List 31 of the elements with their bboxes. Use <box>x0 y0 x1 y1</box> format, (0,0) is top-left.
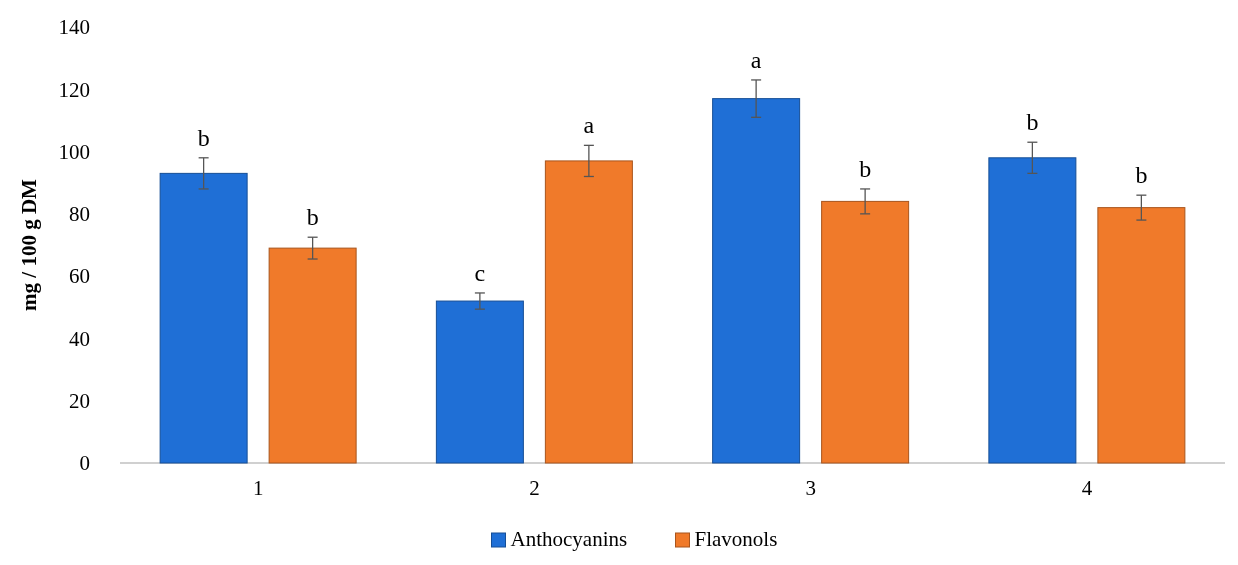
bar <box>159 172 248 464</box>
y-axis-title: mg / 100 g DM <box>17 178 41 311</box>
y-tick-label: 0 <box>79 451 90 476</box>
y-tick-label: 100 <box>58 139 90 164</box>
y-tick-label: 140 <box>58 15 90 40</box>
annotation: b <box>197 124 210 151</box>
bar <box>1097 207 1186 464</box>
annotation: b <box>859 155 872 182</box>
x-tick-label: 4 <box>1081 476 1093 500</box>
x-tick-label: 1 <box>252 476 264 500</box>
y-tick-label: 40 <box>69 326 90 351</box>
bar <box>712 98 801 464</box>
y-tick-label: 120 <box>58 77 90 102</box>
x-tick-label: 3 <box>805 476 816 500</box>
bar <box>268 247 357 464</box>
y-tick-label: 60 <box>69 264 90 289</box>
x-tick-label: 2 <box>529 476 540 500</box>
y-tick-label: 80 <box>69 202 90 227</box>
legend-label: Flavonols <box>694 527 778 551</box>
y-tick-label: 20 <box>69 389 90 414</box>
bar <box>544 160 633 464</box>
annotation: b <box>1026 109 1039 136</box>
legend-label: Anthocyanins <box>510 527 628 551</box>
annotation: a <box>583 112 595 139</box>
annotation: c <box>474 259 486 286</box>
annotation: b <box>1135 162 1148 189</box>
bar <box>435 300 524 464</box>
bar <box>821 200 910 464</box>
annotation: b <box>306 204 319 231</box>
annotation: a <box>750 46 762 73</box>
bar <box>988 157 1077 464</box>
